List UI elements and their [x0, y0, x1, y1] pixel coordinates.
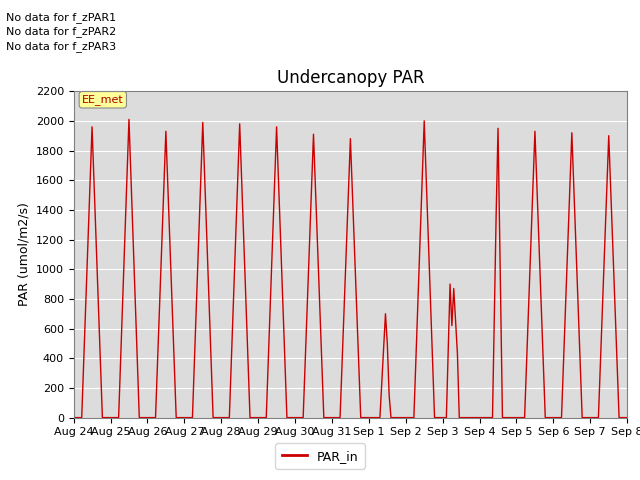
- Text: No data for f_zPAR2: No data for f_zPAR2: [6, 26, 116, 37]
- Title: Undercanopy PAR: Undercanopy PAR: [276, 69, 424, 87]
- Text: No data for f_zPAR1: No data for f_zPAR1: [6, 12, 116, 23]
- Y-axis label: PAR (umol/m2/s): PAR (umol/m2/s): [17, 203, 30, 306]
- Text: No data for f_zPAR3: No data for f_zPAR3: [6, 41, 116, 52]
- Legend: PAR_in: PAR_in: [275, 444, 365, 469]
- Text: EE_met: EE_met: [82, 94, 124, 105]
